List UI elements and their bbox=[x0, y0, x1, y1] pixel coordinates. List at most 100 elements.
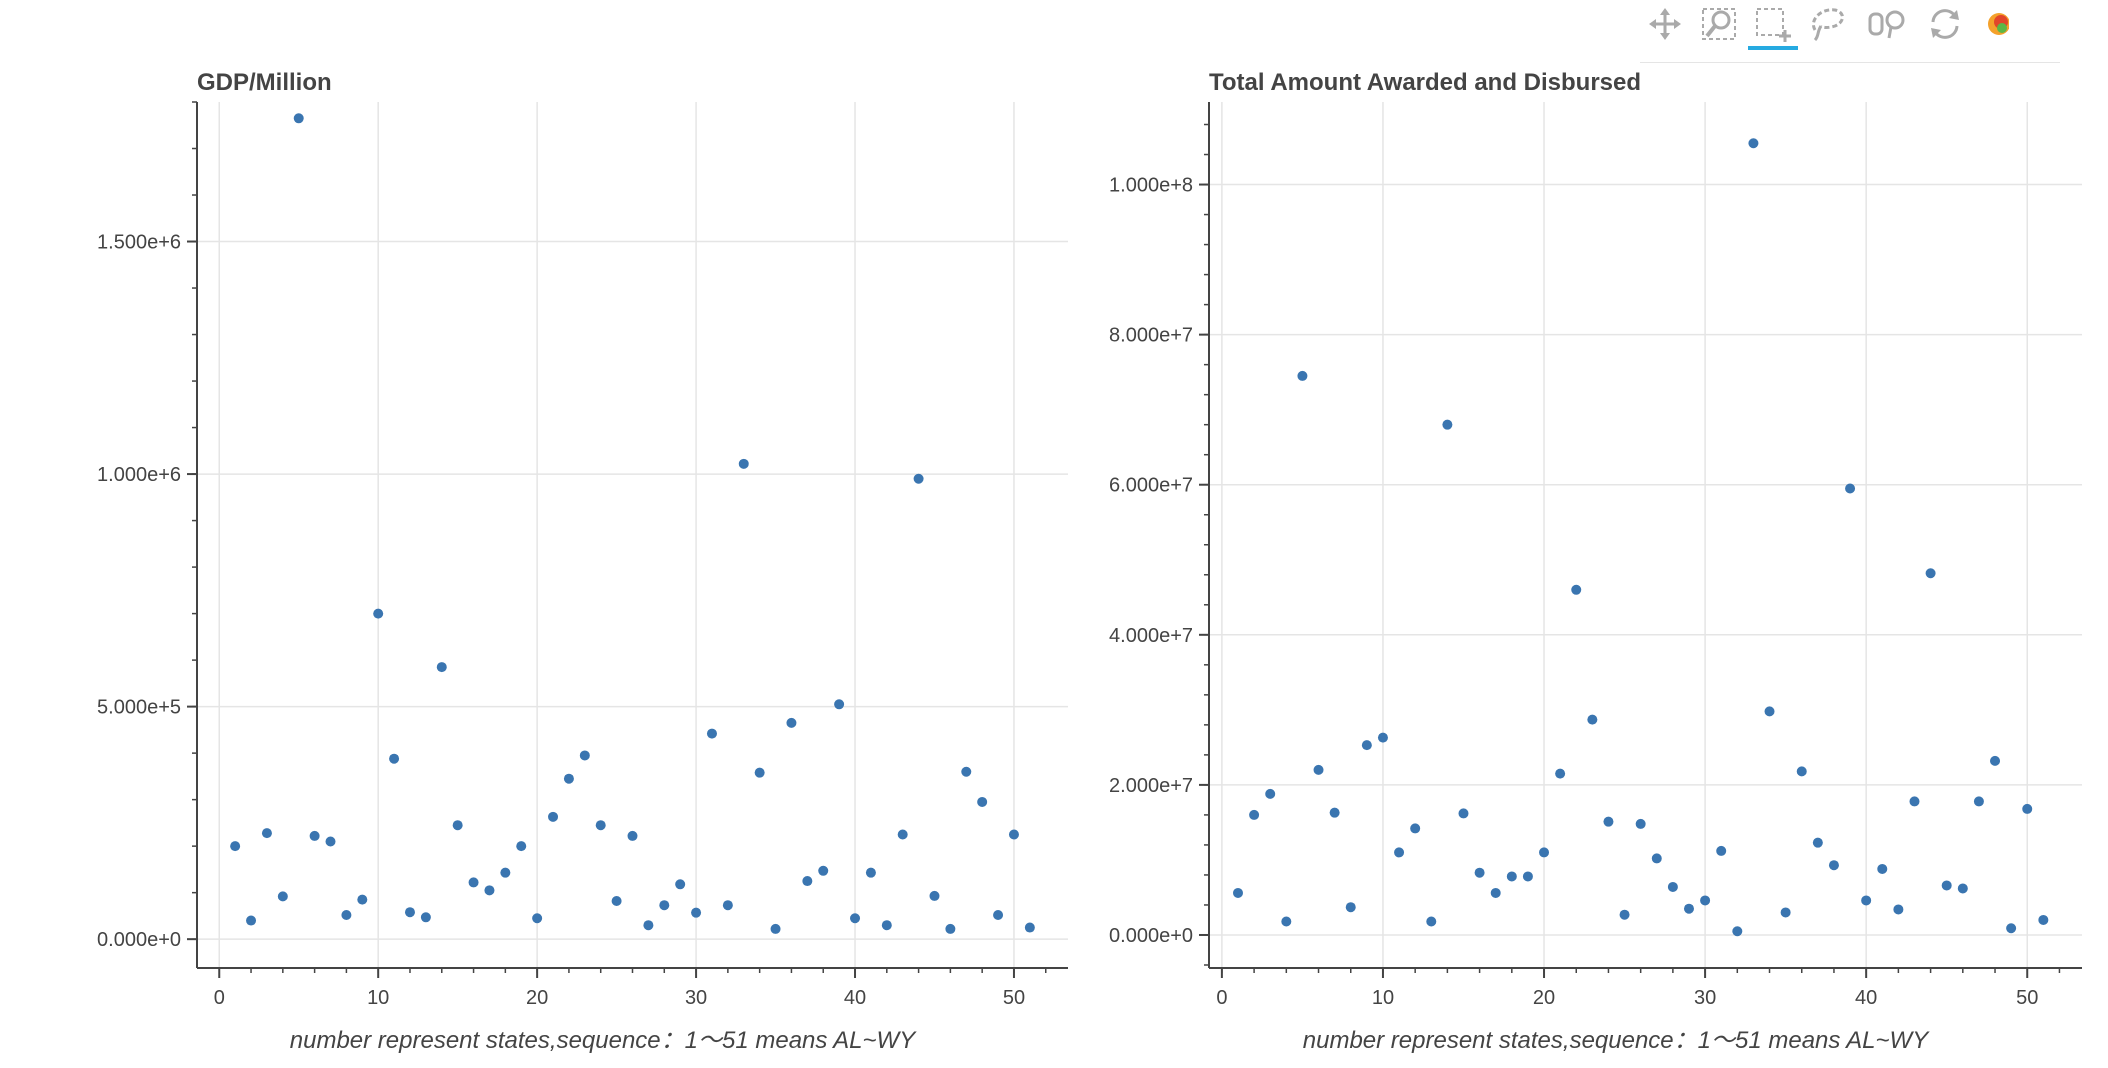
data-point[interactable] bbox=[850, 913, 861, 924]
data-point[interactable] bbox=[2006, 923, 2017, 934]
data-point[interactable] bbox=[389, 753, 400, 764]
data-point[interactable] bbox=[738, 458, 749, 469]
data-point[interactable] bbox=[913, 473, 924, 484]
data-point[interactable] bbox=[1716, 845, 1727, 856]
data-point[interactable] bbox=[516, 841, 527, 852]
data-point[interactable] bbox=[1281, 916, 1292, 927]
data-point[interactable] bbox=[1313, 764, 1324, 775]
data-point[interactable] bbox=[1909, 796, 1920, 807]
data-point[interactable] bbox=[865, 867, 876, 878]
data-point[interactable] bbox=[706, 728, 717, 739]
data-point[interactable] bbox=[1008, 829, 1019, 840]
data-point[interactable] bbox=[1329, 807, 1340, 818]
data-point[interactable] bbox=[1426, 916, 1437, 927]
data-point[interactable] bbox=[532, 913, 543, 924]
data-point[interactable] bbox=[563, 773, 574, 784]
data-point[interactable] bbox=[1490, 887, 1501, 898]
data-point[interactable] bbox=[1377, 732, 1388, 743]
data-point[interactable] bbox=[1587, 714, 1598, 725]
data-point[interactable] bbox=[1474, 867, 1485, 878]
data-point[interactable] bbox=[500, 867, 511, 878]
data-point[interactable] bbox=[611, 896, 622, 907]
data-point[interactable] bbox=[1555, 768, 1566, 779]
data-point[interactable] bbox=[452, 820, 463, 831]
data-point[interactable] bbox=[404, 907, 415, 918]
data-point[interactable] bbox=[643, 920, 654, 931]
data-point[interactable] bbox=[1748, 138, 1759, 149]
data-point[interactable] bbox=[261, 828, 272, 839]
data-point[interactable] bbox=[293, 113, 304, 124]
data-point[interactable] bbox=[961, 766, 972, 777]
hover-tool[interactable] bbox=[1862, 0, 1912, 46]
data-point[interactable] bbox=[818, 865, 829, 876]
data-point[interactable] bbox=[1667, 881, 1678, 892]
data-point[interactable] bbox=[325, 836, 336, 847]
data-point[interactable] bbox=[881, 920, 892, 931]
data-point[interactable] bbox=[770, 923, 781, 934]
data-point[interactable] bbox=[675, 879, 686, 890]
wheel-zoom-tool[interactable] bbox=[1694, 0, 1744, 46]
data-point[interactable] bbox=[1458, 808, 1469, 819]
data-point[interactable] bbox=[1506, 871, 1517, 882]
data-point[interactable] bbox=[1700, 895, 1711, 906]
data-point[interactable] bbox=[1571, 584, 1582, 595]
data-point[interactable] bbox=[691, 907, 702, 918]
data-point[interactable] bbox=[1635, 818, 1646, 829]
data-point[interactable] bbox=[1603, 816, 1614, 827]
data-point[interactable] bbox=[1893, 904, 1904, 915]
data-point[interactable] bbox=[309, 830, 320, 841]
data-point[interactable] bbox=[1990, 755, 2001, 766]
data-point[interactable] bbox=[1522, 871, 1533, 882]
data-point[interactable] bbox=[548, 811, 559, 822]
data-point[interactable] bbox=[1249, 809, 1260, 820]
data-point[interactable] bbox=[1361, 740, 1372, 751]
data-point[interactable] bbox=[659, 900, 670, 911]
data-point[interactable] bbox=[929, 890, 940, 901]
data-point[interactable] bbox=[897, 829, 908, 840]
data-point[interactable] bbox=[277, 891, 288, 902]
data-point[interactable] bbox=[1861, 895, 1872, 906]
data-point[interactable] bbox=[341, 909, 352, 920]
lasso-select-tool[interactable] bbox=[1802, 0, 1852, 46]
data-point[interactable] bbox=[1812, 837, 1823, 848]
data-point[interactable] bbox=[786, 717, 797, 728]
data-point[interactable] bbox=[1957, 883, 1968, 894]
data-point[interactable] bbox=[595, 820, 606, 831]
data-point[interactable] bbox=[1828, 860, 1839, 871]
data-point[interactable] bbox=[1297, 370, 1308, 381]
data-point[interactable] bbox=[1764, 706, 1775, 717]
data-point[interactable] bbox=[1780, 907, 1791, 918]
data-point[interactable] bbox=[357, 894, 368, 905]
pan-tool[interactable] bbox=[1640, 0, 1690, 46]
reset-tool[interactable] bbox=[1920, 0, 1970, 46]
data-point[interactable] bbox=[1796, 766, 1807, 777]
data-point[interactable] bbox=[977, 796, 988, 807]
data-point[interactable] bbox=[754, 767, 765, 778]
data-point[interactable] bbox=[834, 699, 845, 710]
data-point[interactable] bbox=[1973, 796, 1984, 807]
data-point[interactable] bbox=[2022, 803, 2033, 814]
data-point[interactable] bbox=[1925, 568, 1936, 579]
data-point[interactable] bbox=[230, 841, 241, 852]
data-point[interactable] bbox=[1442, 419, 1453, 430]
data-point[interactable] bbox=[1683, 903, 1694, 914]
data-point[interactable] bbox=[802, 876, 813, 887]
bokeh-logo[interactable] bbox=[1976, 0, 2012, 46]
box-select-tool[interactable] bbox=[1748, 0, 1798, 50]
data-point[interactable] bbox=[993, 909, 1004, 920]
data-point[interactable] bbox=[1394, 847, 1405, 858]
data-point[interactable] bbox=[436, 662, 447, 673]
data-point[interactable] bbox=[1410, 823, 1421, 834]
data-point[interactable] bbox=[1941, 880, 1952, 891]
data-point[interactable] bbox=[468, 877, 479, 888]
data-point[interactable] bbox=[1345, 902, 1356, 913]
data-point[interactable] bbox=[627, 830, 638, 841]
data-point[interactable] bbox=[722, 900, 733, 911]
data-point[interactable] bbox=[1619, 909, 1630, 920]
data-point[interactable] bbox=[2038, 914, 2049, 925]
data-point[interactable] bbox=[945, 923, 956, 934]
data-point[interactable] bbox=[1845, 483, 1856, 494]
data-point[interactable] bbox=[484, 885, 495, 896]
data-point[interactable] bbox=[373, 608, 384, 619]
data-point[interactable] bbox=[1651, 853, 1662, 864]
